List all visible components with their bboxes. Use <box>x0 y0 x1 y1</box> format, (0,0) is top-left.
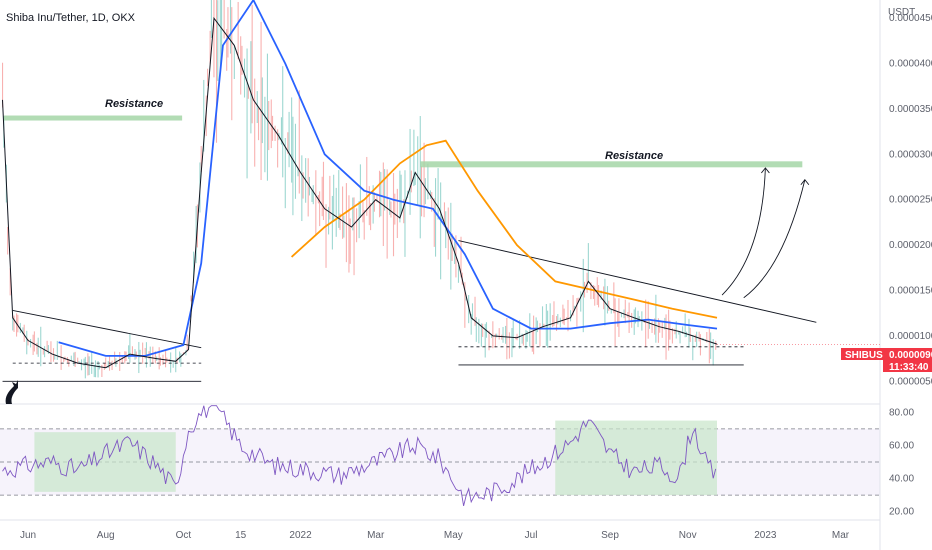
price-tick-label: 0.00004000 <box>889 59 932 70</box>
time-tick-label: 2023 <box>754 530 777 541</box>
grid <box>0 0 881 550</box>
price-tick-label: 0.00001500 <box>889 286 932 297</box>
currency-label: USDT <box>888 7 915 18</box>
price-axis: 0.00004500 0.00004000 0.00003500 0.00003000… <box>889 13 932 387</box>
time-tick-label: Jul <box>525 530 538 541</box>
rsi-panel <box>0 420 880 496</box>
time-tick-label: May <box>444 530 463 541</box>
rsi-tick-label: 80.00 <box>889 407 914 418</box>
rsi-tick-label: 20.00 <box>889 507 914 518</box>
time-tick-label: 2022 <box>289 530 312 541</box>
time-tick-label: Jun <box>20 530 36 541</box>
orange-ma-line <box>290 139 718 319</box>
resistance-band-1 <box>3 115 183 121</box>
price-tick-label: 0.00003000 <box>889 149 932 160</box>
projection-arrow-head-1 <box>761 167 770 174</box>
rsi-tick-label: 60.00 <box>889 440 914 451</box>
blue-ma-line <box>58 0 718 357</box>
price-tick-label: 0.00002500 <box>889 195 932 206</box>
time-tick-label: Sep <box>601 530 619 541</box>
last-price-symbol: SHIBUSDT <box>845 350 896 361</box>
rsi-line <box>2 405 717 507</box>
time-tick-label: Mar <box>832 530 850 541</box>
price-tick-label: 0.00000500 <box>889 376 932 387</box>
time-tick-label: Nov <box>679 530 697 541</box>
price-line-group <box>2 16 880 369</box>
price-tick-label: 0.00001000 <box>889 331 932 342</box>
descending-trendline-2 <box>458 240 817 323</box>
price-tick-label: 0.00003500 <box>889 104 932 115</box>
last-price-value: 0.00000908 <box>889 350 932 361</box>
time-tick-label: 15 <box>235 530 247 541</box>
chart-title: Shiba Inu/Tether, 1D, OKX <box>6 12 136 24</box>
time-tick-label: Mar <box>367 530 385 541</box>
projection-arrow-2 <box>743 179 806 299</box>
last-price-tag: SHIBUSDT 0.00000908 11:33:40 <box>841 348 932 373</box>
rsi-axis: 80.00 60.00 40.00 20.00 <box>889 407 914 517</box>
resistance-label-1: Resistance <box>105 98 163 110</box>
rsi-highlight-box-2 <box>555 420 717 496</box>
bar-countdown: 11:33:40 <box>889 362 929 373</box>
time-tick-label: Aug <box>97 530 115 541</box>
rsi-tick-label: 40.00 <box>889 474 914 485</box>
descending-trendline-1 <box>12 310 202 349</box>
projection-arrow-head-2 <box>800 179 810 186</box>
projection-arrow-1 <box>721 167 766 296</box>
rsi-line-group <box>2 405 717 507</box>
resistance-label-2: Resistance <box>605 150 663 162</box>
logo-icon <box>5 380 18 404</box>
resistance-band-2 <box>420 161 803 168</box>
price-line <box>2 16 718 369</box>
time-axis: Jun Aug Oct 15 2022 Mar May Jul Sep Nov 2023 Mar <box>20 530 850 541</box>
price-tick-label: 0.00002000 <box>889 240 932 251</box>
time-tick-label: Oct <box>176 530 192 541</box>
drawings <box>2 115 817 382</box>
last-price-value-bg <box>883 348 932 372</box>
rsi-highlight-box-1 <box>34 432 176 492</box>
price-tick-label: 0.00004500 <box>889 13 932 24</box>
moving-average-lines <box>58 0 718 357</box>
